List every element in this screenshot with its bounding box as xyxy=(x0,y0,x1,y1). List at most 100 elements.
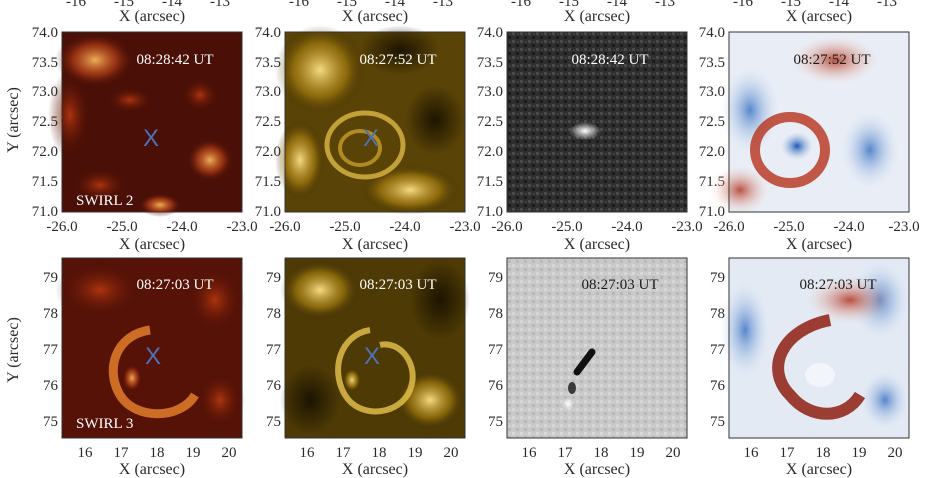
x-tick: 18 xyxy=(816,445,831,461)
y-tick: 71.0 xyxy=(699,204,725,220)
y-tick: 78 xyxy=(266,306,281,322)
top-cut-panel-1: -16 -15 -14 -13 X (arcsec) xyxy=(66,0,230,25)
y-tick: 74.0 xyxy=(32,25,58,41)
x-tick: 16 xyxy=(78,445,94,461)
x-tick: -24.0 xyxy=(166,219,197,235)
x-tick: 17 xyxy=(558,445,574,461)
timestamp: 08:27:03 UT xyxy=(581,277,658,293)
y-tick: 71.5 xyxy=(255,174,281,190)
timestamp: 08:27:03 UT xyxy=(799,277,876,293)
y-tick: 79 xyxy=(488,270,503,286)
top-tick: -14 xyxy=(385,0,405,10)
top-tick: -13 xyxy=(210,0,230,10)
top-tick: -16 xyxy=(511,0,531,10)
top-xlabel: X (arcsec) xyxy=(786,8,852,25)
top-cut-panel-2: -16 -15 -14 -13 X (arcsec) xyxy=(289,0,453,25)
y-tick: 73.0 xyxy=(255,84,281,100)
timestamp: 08:27:03 UT xyxy=(359,277,436,293)
x-tick: 17 xyxy=(114,445,130,461)
top-tick: -15 xyxy=(781,0,801,10)
top-tick: -15 xyxy=(559,0,579,10)
x-tick: -26.0 xyxy=(713,219,744,235)
y-tick: 78 xyxy=(43,306,58,322)
y-tick: 75 xyxy=(43,414,58,430)
x-tick: 19 xyxy=(852,445,867,461)
x-tick: 17 xyxy=(780,445,796,461)
y-tick: 71.0 xyxy=(477,204,503,220)
x-tick: 17 xyxy=(336,445,352,461)
y-tick: 79 xyxy=(43,270,58,286)
timestamp: 08:28:42 UT xyxy=(136,52,213,68)
x-tick: -23.0 xyxy=(888,219,919,235)
x-tick: -25.0 xyxy=(551,219,582,235)
top-xlabel: X (arcsec) xyxy=(119,8,185,25)
swirl-label: SWIRL 3 xyxy=(76,416,133,432)
panel-swirl3-gray: 08:27:03 UT xyxy=(506,257,688,439)
top-xlabel: X (arcsec) xyxy=(564,8,630,25)
swirl-center-marker: X xyxy=(363,125,379,152)
x-tick: 16 xyxy=(744,445,760,461)
top-tick: -16 xyxy=(66,0,86,10)
x-axis-label: X (arcsec) xyxy=(119,236,185,253)
y-tick: 73.5 xyxy=(477,55,503,71)
y-tick: 78 xyxy=(488,306,503,322)
y-tick: 72.5 xyxy=(255,114,281,130)
x-tick: 19 xyxy=(408,445,423,461)
y-tick: 72.0 xyxy=(255,144,281,160)
x-tick: 19 xyxy=(186,445,201,461)
panel-swirl2-gold: 08:27:52 UT X xyxy=(275,25,466,215)
x-ticks-row-1: -26.0 -25.0 -24.0 -23.0 X (arcsec) -26.0… xyxy=(46,219,919,253)
y-tick: 74.0 xyxy=(477,25,503,41)
panel-swirl3-red: 08:27:03 UT X SWIRL 3 xyxy=(55,257,245,439)
y-tick: 72.0 xyxy=(699,144,725,160)
x-axis-label: X (arcsec) xyxy=(342,236,408,253)
y-ticks-row-2: 79 78 77 76 75 79 78 77 76 75 79 78 77 7… xyxy=(43,270,726,430)
x-tick: -26.0 xyxy=(491,219,522,235)
panel-swirl2-redblue: 08:27:52 UT xyxy=(710,31,910,215)
x-tick: -23.0 xyxy=(671,219,702,235)
top-cut-panel-3: -16 -15 -14 -13 X (arcsec) xyxy=(511,0,675,25)
row-swirl-3: Y (arcsec) 79 78 77 76 75 79 78 77 76 75… xyxy=(5,257,910,478)
top-cut-panel-4: -16 -15 -14 -13 X (arcsec) xyxy=(733,0,897,25)
x-tick: -26.0 xyxy=(269,219,300,235)
x-tick: 20 xyxy=(888,445,903,461)
y-tick: 75 xyxy=(710,414,725,430)
y-tick: 77 xyxy=(488,342,504,358)
y-tick: 72.5 xyxy=(477,114,503,130)
x-tick: -26.0 xyxy=(46,219,77,235)
timestamp: 08:28:42 UT xyxy=(571,52,648,68)
y-tick: 79 xyxy=(266,270,281,286)
y-tick: 72.0 xyxy=(477,144,503,160)
x-axis-label: X (arcsec) xyxy=(786,461,852,478)
row-swirl-2: Y (arcsec) 74.0 73.5 73.0 72.5 72.0 71.5… xyxy=(5,25,920,253)
x-axis-label: X (arcsec) xyxy=(564,236,630,253)
y-tick: 73.5 xyxy=(699,55,725,71)
panel-swirl3-gold: 08:27:03 UT X xyxy=(280,257,470,439)
panel-swirl2-red: 08:28:42 UT X SWIRL 2 xyxy=(48,31,243,217)
x-tick: 18 xyxy=(150,445,165,461)
top-tick: -13 xyxy=(433,0,453,10)
top-tick: -13 xyxy=(655,0,675,10)
y-tick: 73.5 xyxy=(32,55,58,71)
x-tick: -25.0 xyxy=(773,219,804,235)
y-tick: 73.0 xyxy=(477,84,503,100)
top-tick: -14 xyxy=(607,0,627,10)
x-tick: 20 xyxy=(444,445,459,461)
y-tick: 73.5 xyxy=(255,55,281,71)
top-tick: -16 xyxy=(733,0,753,10)
timestamp: 08:27:52 UT xyxy=(359,52,436,68)
y-tick: 76 xyxy=(488,378,504,394)
x-tick: -24.0 xyxy=(833,219,864,235)
y-tick: 75 xyxy=(488,414,503,430)
y-axis-label: Y (arcsec) xyxy=(5,87,22,153)
x-tick: 19 xyxy=(630,445,645,461)
x-tick: 16 xyxy=(522,445,538,461)
top-tick: -13 xyxy=(877,0,897,10)
x-axis-label: X (arcsec) xyxy=(564,461,630,478)
y-tick: 76 xyxy=(266,378,282,394)
x-tick: 20 xyxy=(666,445,681,461)
x-tick: -25.0 xyxy=(106,219,137,235)
x-axis-label: X (arcsec) xyxy=(342,461,408,478)
x-tick: 18 xyxy=(372,445,387,461)
